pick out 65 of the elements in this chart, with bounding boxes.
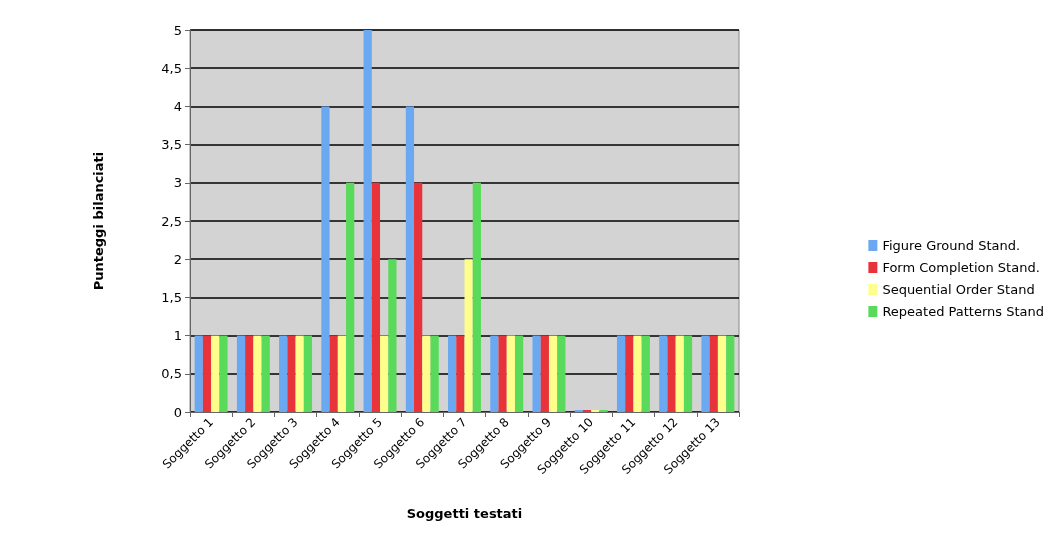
- bar: [414, 182, 423, 412]
- bar: [456, 335, 465, 412]
- y-axis-title: Punteggi bilanciati: [91, 151, 106, 291]
- bar: [659, 335, 668, 412]
- bar: [261, 335, 270, 412]
- bar: [683, 335, 693, 412]
- bar: [633, 335, 642, 412]
- bar: [346, 182, 355, 412]
- bar: [202, 335, 212, 412]
- bar: [329, 335, 338, 412]
- y-tick-label: 1,5: [161, 289, 182, 305]
- bar: [253, 335, 262, 412]
- bar: [616, 335, 626, 412]
- y-tick-label: 4: [173, 98, 182, 114]
- bar: [337, 335, 347, 412]
- bar: [675, 335, 684, 412]
- bar: [532, 335, 541, 412]
- bar: [448, 335, 457, 412]
- bar: [506, 335, 515, 412]
- bar: [211, 335, 220, 412]
- legend-label: Repeated Patterns Stand: [882, 304, 1044, 319]
- bar: [472, 182, 481, 412]
- bar: [380, 335, 389, 412]
- y-tick-label: 4,5: [161, 60, 182, 76]
- bar: [540, 335, 549, 412]
- bar: [726, 335, 735, 412]
- bar: [219, 335, 228, 412]
- y-tick-label: 5: [173, 22, 182, 38]
- bar: [701, 335, 710, 412]
- bar: [279, 335, 288, 412]
- bar: [625, 335, 634, 412]
- bar: [194, 335, 203, 412]
- bar: [236, 335, 246, 412]
- bar: [709, 335, 718, 412]
- bar: [303, 335, 313, 412]
- bar: [548, 335, 558, 412]
- y-tick-label: 3: [173, 175, 182, 191]
- bar: [388, 259, 397, 412]
- bar: [422, 335, 431, 412]
- y-tick-label: 3,5: [161, 137, 182, 153]
- y-tick-label: 0,5: [161, 366, 182, 382]
- bar: [295, 335, 304, 412]
- bar: [371, 182, 381, 412]
- bar: [287, 335, 296, 412]
- bar: [321, 106, 330, 412]
- bar: [557, 335, 566, 412]
- legend-label: Form Completion Stand.: [882, 260, 1040, 275]
- bar: [498, 335, 507, 412]
- bar: [245, 335, 254, 412]
- bar: [430, 335, 439, 412]
- bar: [490, 335, 499, 412]
- bar: [464, 259, 473, 412]
- y-tick-label: 2: [173, 251, 182, 267]
- bar: [363, 30, 372, 412]
- y-tick-label: 2,5: [161, 213, 182, 229]
- bar: [405, 106, 415, 412]
- bar: [514, 335, 524, 412]
- x-axis-title: Soggetti testati: [406, 506, 523, 521]
- y-tick-label: 1: [173, 328, 182, 344]
- legend-label: Figure Ground Stand.: [882, 238, 1021, 253]
- bar: [667, 335, 676, 412]
- bar: [717, 335, 727, 412]
- legend-label: Sequential Order Stand: [882, 282, 1035, 297]
- bar: [641, 335, 650, 412]
- y-tick-label: 0: [173, 404, 182, 420]
